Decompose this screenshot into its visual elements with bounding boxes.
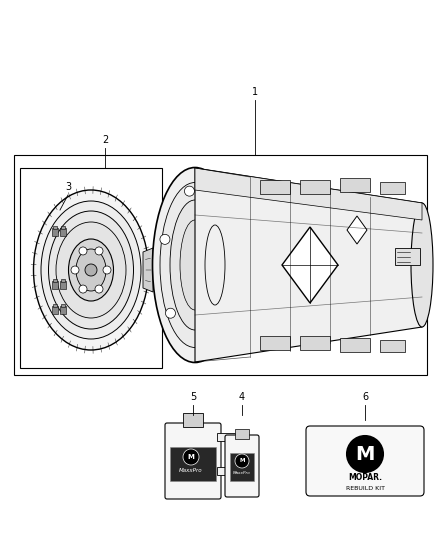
- Circle shape: [103, 266, 111, 274]
- Text: REBUILD KIT: REBUILD KIT: [346, 486, 385, 490]
- Ellipse shape: [56, 222, 126, 318]
- Text: 5: 5: [190, 392, 196, 402]
- Polygon shape: [217, 433, 235, 475]
- Polygon shape: [282, 227, 338, 303]
- Ellipse shape: [411, 203, 433, 327]
- Text: M: M: [355, 445, 374, 464]
- Bar: [260, 180, 290, 194]
- Bar: [340, 178, 370, 192]
- Circle shape: [235, 454, 249, 468]
- Text: 4: 4: [239, 392, 245, 402]
- Bar: [53, 304, 57, 307]
- Bar: [14, 155, 427, 375]
- Bar: [61, 279, 65, 282]
- Ellipse shape: [160, 182, 230, 348]
- Bar: [183, 413, 203, 427]
- Bar: [61, 226, 65, 229]
- Circle shape: [215, 212, 225, 222]
- Bar: [53, 279, 57, 282]
- FancyBboxPatch shape: [165, 423, 221, 499]
- Circle shape: [79, 285, 87, 293]
- Bar: [300, 336, 330, 350]
- Circle shape: [220, 286, 230, 296]
- Circle shape: [347, 436, 383, 472]
- Ellipse shape: [180, 220, 210, 310]
- Text: MOPAR.: MOPAR.: [348, 473, 382, 482]
- Circle shape: [160, 235, 170, 244]
- Bar: [20, 168, 162, 368]
- Text: M: M: [239, 458, 245, 464]
- Bar: [60, 228, 66, 236]
- Bar: [340, 338, 370, 352]
- Circle shape: [184, 186, 194, 196]
- Polygon shape: [347, 216, 367, 244]
- Bar: [52, 281, 58, 289]
- Bar: [380, 182, 405, 194]
- Text: 1: 1: [252, 87, 258, 97]
- Ellipse shape: [49, 211, 134, 329]
- Polygon shape: [195, 168, 422, 362]
- Ellipse shape: [76, 249, 106, 291]
- Ellipse shape: [152, 167, 237, 362]
- Text: MaxxPro: MaxxPro: [233, 471, 251, 475]
- Circle shape: [71, 266, 79, 274]
- Text: M: M: [187, 454, 194, 460]
- Bar: [53, 226, 57, 229]
- Ellipse shape: [33, 190, 148, 350]
- Circle shape: [195, 334, 205, 344]
- Text: MaxxPro: MaxxPro: [179, 469, 203, 473]
- Text: 2: 2: [102, 135, 108, 145]
- Circle shape: [95, 285, 103, 293]
- Bar: [52, 306, 58, 314]
- Bar: [260, 336, 290, 350]
- Bar: [170, 447, 216, 481]
- Text: 6: 6: [362, 392, 368, 402]
- Bar: [235, 429, 249, 439]
- Bar: [52, 228, 58, 236]
- Ellipse shape: [170, 200, 220, 330]
- Bar: [61, 304, 65, 307]
- Circle shape: [95, 247, 103, 255]
- Ellipse shape: [41, 201, 141, 339]
- Circle shape: [79, 247, 87, 255]
- Bar: [230, 453, 254, 481]
- Text: 3: 3: [65, 182, 71, 192]
- Ellipse shape: [68, 239, 113, 301]
- Bar: [60, 306, 66, 314]
- FancyBboxPatch shape: [306, 426, 424, 496]
- FancyBboxPatch shape: [225, 435, 259, 497]
- Circle shape: [183, 449, 199, 465]
- Bar: [380, 340, 405, 352]
- Polygon shape: [395, 248, 420, 265]
- Bar: [300, 180, 330, 194]
- Bar: [60, 281, 66, 289]
- Polygon shape: [143, 248, 153, 292]
- Circle shape: [85, 264, 97, 276]
- Circle shape: [166, 308, 176, 318]
- Polygon shape: [195, 168, 422, 220]
